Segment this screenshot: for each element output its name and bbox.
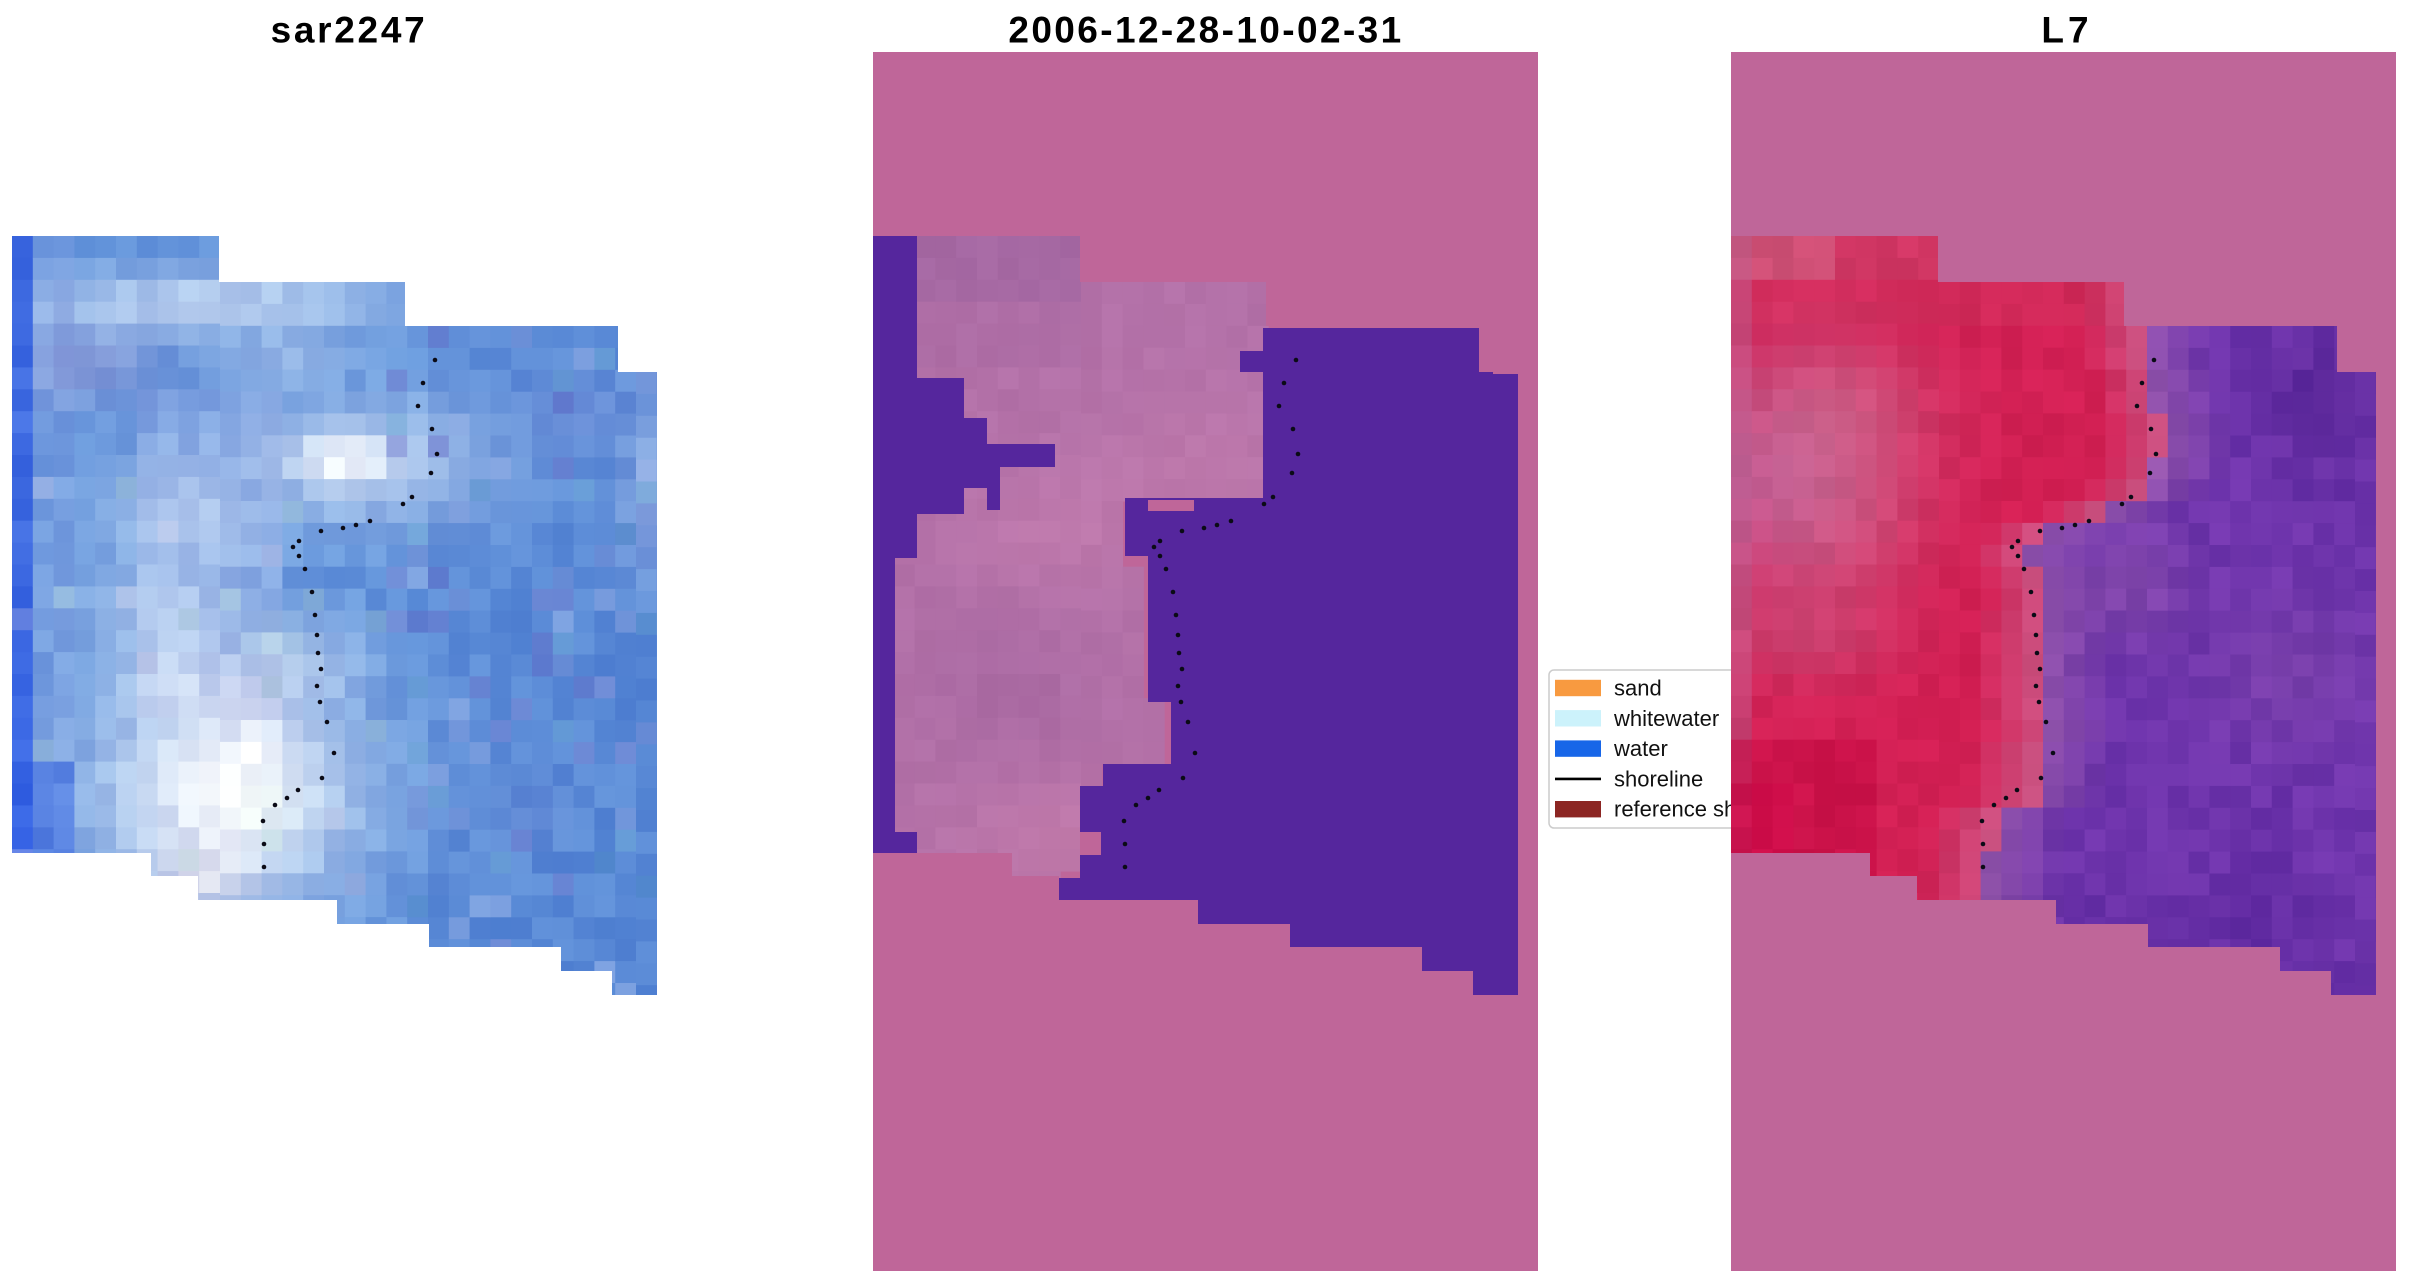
svg-text:shoreline: shoreline xyxy=(1614,766,1703,791)
svg-text:water: water xyxy=(1613,736,1668,761)
svg-text:sand: sand xyxy=(1614,676,1662,701)
svg-text:whitewater: whitewater xyxy=(1613,706,1719,731)
svg-text:2006-12-28-10-02-31: 2006-12-28-10-02-31 xyxy=(1008,10,1403,51)
svg-text:sar2247: sar2247 xyxy=(271,10,428,51)
svg-text:L7: L7 xyxy=(2041,10,2092,51)
